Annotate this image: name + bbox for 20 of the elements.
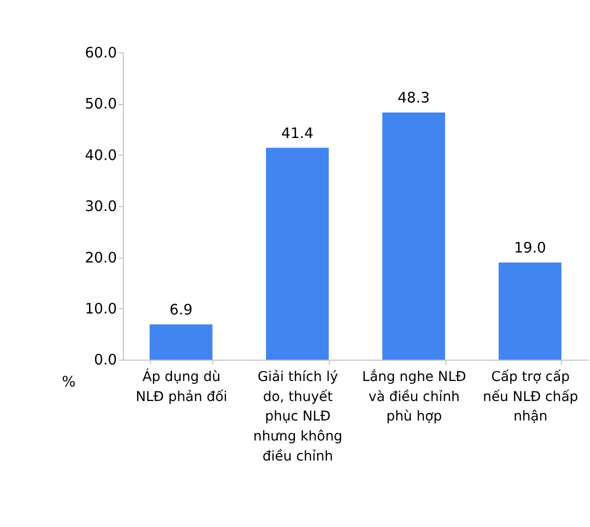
x-tick-label: Lắng nghe NLĐ và điều chỉnh phù hợp [362,368,466,425]
bar [150,324,212,360]
x-tick-label: Cấp trợ cấp nếu NLĐ chấp nhận [482,368,578,425]
data-label: 48.3 [398,90,430,107]
y-tick-label: 30.0 [84,199,118,216]
y-tick-label: 0.0 [94,352,118,369]
x-tick-label: Áp dụng dù NLĐ phản đối [136,368,228,405]
data-label: 41.4 [281,126,314,142]
y-tick-label: 10.0 [84,302,118,318]
y-axis-title: % [62,374,76,390]
x-tick-label: Giải thích lý do, thuyết phục NLĐ nhưng không điều chỉnh [253,368,342,464]
bar [382,112,446,360]
y-tick-label: 50.0 [84,96,118,113]
y-tick-label: 20.0 [84,250,118,266]
bar [498,262,562,360]
data-label: 6.9 [170,302,193,318]
y-tick-label: 60.0 [84,46,118,62]
y-tick-label: 40.0 [84,148,118,164]
bar [266,148,329,360]
data-label: 19.0 [514,240,546,257]
